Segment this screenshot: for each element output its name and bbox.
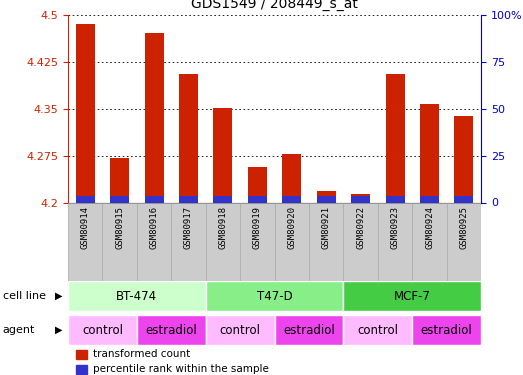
Bar — [144, 33, 164, 203]
Bar — [385, 196, 405, 202]
Bar — [172, 202, 206, 281]
Title: GDS1549 / 208449_s_at: GDS1549 / 208449_s_at — [191, 0, 358, 11]
Bar — [110, 158, 129, 203]
Text: control: control — [220, 324, 260, 336]
Text: GSM80916: GSM80916 — [150, 206, 158, 249]
Bar — [309, 202, 344, 281]
Text: ▶: ▶ — [55, 325, 62, 335]
Text: T47-D: T47-D — [257, 290, 292, 303]
Bar — [144, 196, 164, 202]
Text: GSM80918: GSM80918 — [219, 206, 228, 249]
Bar — [76, 350, 87, 358]
Bar — [76, 364, 87, 374]
Bar — [454, 116, 473, 202]
Bar — [412, 315, 481, 345]
Text: GSM80920: GSM80920 — [287, 206, 297, 249]
Bar — [412, 202, 447, 281]
Bar — [206, 315, 275, 345]
Bar — [179, 74, 198, 202]
Bar — [137, 315, 206, 345]
Text: GSM80917: GSM80917 — [184, 206, 193, 249]
Text: estradiol: estradiol — [145, 324, 197, 336]
Bar — [275, 315, 344, 345]
Bar — [248, 167, 267, 202]
Text: BT-474: BT-474 — [116, 290, 157, 303]
Bar — [454, 196, 473, 202]
Text: GSM80923: GSM80923 — [391, 206, 400, 249]
Text: GSM80919: GSM80919 — [253, 206, 262, 249]
Text: GSM80914: GSM80914 — [81, 206, 90, 249]
Bar — [206, 281, 344, 311]
Text: percentile rank within the sample: percentile rank within the sample — [93, 364, 269, 374]
Bar — [282, 196, 301, 202]
Text: agent: agent — [3, 325, 35, 335]
Bar — [344, 202, 378, 281]
Text: GSM80924: GSM80924 — [425, 206, 434, 249]
Text: control: control — [82, 324, 123, 336]
Bar — [213, 196, 232, 202]
Bar — [110, 196, 129, 202]
Text: ▶: ▶ — [55, 291, 62, 301]
Bar — [275, 202, 309, 281]
Bar — [76, 24, 95, 202]
Bar — [68, 315, 137, 345]
Bar — [248, 196, 267, 202]
Text: GSM80925: GSM80925 — [459, 206, 469, 249]
Bar — [240, 202, 275, 281]
Bar — [103, 202, 137, 281]
Bar — [385, 74, 405, 202]
Text: GSM80915: GSM80915 — [115, 206, 124, 249]
Bar — [68, 202, 103, 281]
Bar — [420, 196, 439, 202]
Text: GSM80921: GSM80921 — [322, 206, 331, 249]
Bar — [447, 202, 481, 281]
Bar — [317, 196, 336, 202]
Bar — [344, 315, 412, 345]
Bar — [179, 196, 198, 202]
Bar — [351, 196, 370, 202]
Bar — [351, 194, 370, 202]
Bar — [420, 104, 439, 202]
Bar — [76, 196, 95, 202]
Text: estradiol: estradiol — [283, 324, 335, 336]
Bar — [378, 202, 412, 281]
Text: transformed count: transformed count — [93, 349, 190, 359]
Bar — [213, 108, 232, 202]
Bar — [206, 202, 240, 281]
Text: cell line: cell line — [3, 291, 46, 301]
Bar — [282, 154, 301, 203]
Bar — [344, 281, 481, 311]
Text: MCF-7: MCF-7 — [394, 290, 431, 303]
Text: estradiol: estradiol — [421, 324, 473, 336]
Bar — [68, 281, 206, 311]
Bar — [137, 202, 172, 281]
Bar — [317, 191, 336, 202]
Text: GSM80922: GSM80922 — [356, 206, 365, 249]
Text: control: control — [357, 324, 399, 336]
